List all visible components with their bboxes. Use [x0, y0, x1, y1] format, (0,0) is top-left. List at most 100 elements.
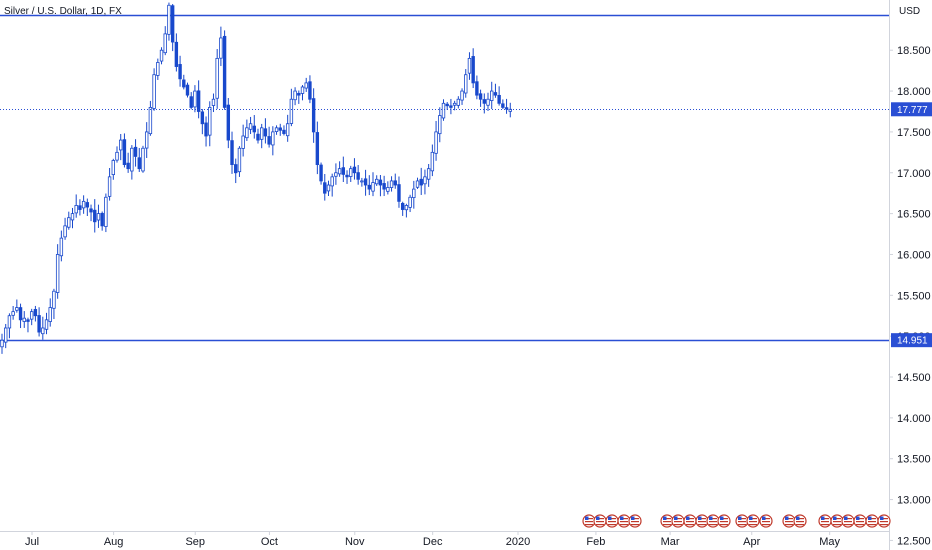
candle	[241, 124, 245, 157]
candle-body	[7, 315, 12, 329]
candle-body	[252, 125, 256, 133]
us-flag-event-icon[interactable]	[782, 514, 796, 528]
us-flag-event-icon[interactable]	[706, 514, 720, 528]
us-flag-event-icon[interactable]	[717, 514, 731, 528]
us-flag-event-icon[interactable]	[759, 514, 773, 528]
candle-body	[389, 180, 394, 188]
candle-body	[196, 90, 201, 112]
candle	[152, 68, 156, 111]
chart-title: Silver / U.S. Dollar, 1D, FX	[4, 6, 122, 17]
candle-body	[259, 127, 264, 140]
us-flag-event-icon[interactable]	[793, 514, 807, 528]
candle-body	[460, 90, 464, 101]
candle-body	[26, 319, 30, 322]
candle-body	[356, 172, 360, 180]
us-flag-event-icon[interactable]	[593, 514, 607, 528]
candle-body	[37, 315, 41, 333]
us-flag-event-icon[interactable]	[853, 514, 867, 528]
currency-label[interactable]: USD	[899, 6, 920, 17]
candle	[67, 211, 71, 230]
candle	[378, 174, 383, 197]
candle	[89, 204, 93, 222]
time-tick-label: Oct	[261, 536, 278, 548]
event-icon-stripe	[762, 518, 770, 520]
candle-body	[156, 62, 160, 76]
economic-events-layer[interactable]	[582, 514, 891, 528]
candle	[248, 116, 253, 135]
event-icon-canton	[686, 516, 690, 520]
event-icon-stripe	[663, 518, 671, 520]
candle-body	[430, 151, 435, 172]
us-flag-event-icon[interactable]	[818, 514, 832, 528]
candle-body	[504, 107, 509, 110]
candle-body	[107, 176, 112, 197]
candle-body	[245, 127, 249, 139]
candle-body	[352, 166, 357, 174]
candle	[211, 93, 216, 113]
event-icon-canton	[698, 516, 702, 520]
candle	[163, 26, 167, 56]
candle	[55, 244, 60, 299]
price-tick-label: 14.500	[897, 372, 931, 384]
us-flag-event-icon[interactable]	[735, 514, 749, 528]
candle	[189, 92, 193, 110]
candle-body	[445, 103, 449, 107]
us-flag-event-icon[interactable]	[660, 514, 674, 528]
us-flag-event-icon[interactable]	[865, 514, 879, 528]
us-flag-event-icon[interactable]	[605, 514, 619, 528]
candle	[386, 181, 390, 195]
us-flag-event-icon[interactable]	[628, 514, 642, 528]
candle-body	[475, 81, 479, 96]
us-flag-event-icon[interactable]	[841, 514, 855, 528]
candle-body	[423, 176, 427, 185]
candle-body	[163, 33, 167, 54]
us-flag-event-icon[interactable]	[617, 514, 631, 528]
us-flag-event-icon[interactable]	[695, 514, 709, 528]
candle	[15, 299, 19, 313]
event-icon-stripe	[674, 524, 682, 526]
candle-body	[315, 132, 320, 165]
candle-body	[493, 92, 498, 96]
candle-body	[486, 98, 490, 106]
event-icon-canton	[596, 516, 600, 520]
candle-body	[126, 162, 130, 170]
candle-body	[256, 133, 260, 141]
candle-body	[449, 105, 453, 108]
price-tick-label: 12.500	[897, 535, 931, 547]
event-icon-stripe	[880, 524, 888, 526]
candle	[259, 123, 264, 149]
us-flag-event-icon[interactable]	[582, 514, 596, 528]
event-icon-stripe	[833, 518, 841, 520]
candle	[70, 207, 75, 229]
candle-body	[441, 102, 446, 119]
event-icon-stripe	[698, 518, 706, 520]
time-tick-label: Mar	[661, 536, 680, 548]
candle	[486, 92, 490, 111]
event-icon-canton	[749, 516, 753, 520]
candle-body	[319, 164, 323, 182]
price-tick-label: 18.500	[897, 45, 931, 57]
us-flag-event-icon[interactable]	[746, 514, 760, 528]
us-flag-event-icon[interactable]	[877, 514, 891, 528]
candle	[323, 173, 327, 201]
us-flag-event-icon[interactable]	[683, 514, 697, 528]
candle	[237, 146, 242, 177]
candle	[96, 204, 101, 228]
event-icon-canton	[880, 516, 884, 520]
candle	[475, 75, 479, 100]
candle-body	[234, 164, 238, 174]
candle	[371, 172, 375, 197]
us-flag-event-icon[interactable]	[671, 514, 685, 528]
candle	[382, 175, 386, 197]
event-icon-stripe	[698, 524, 706, 526]
candle	[107, 167, 112, 201]
candle-body	[141, 147, 145, 172]
event-icon-stripe	[844, 524, 852, 526]
candle-body	[400, 202, 405, 210]
candle-body	[363, 178, 368, 186]
us-flag-event-icon[interactable]	[830, 514, 844, 528]
candle	[111, 158, 115, 180]
candle	[293, 87, 297, 106]
candle-body	[397, 184, 401, 202]
